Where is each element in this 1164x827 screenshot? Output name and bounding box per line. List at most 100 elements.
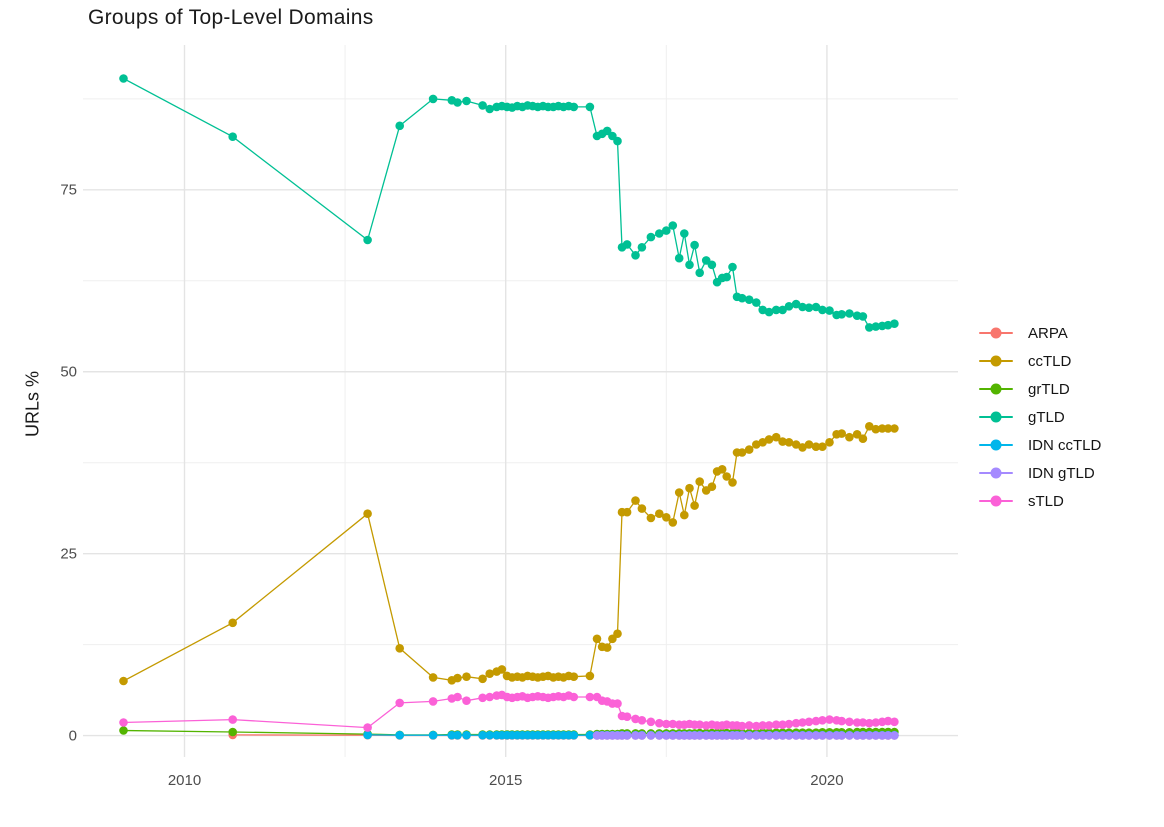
- data-point: [655, 731, 664, 740]
- data-point: [602, 643, 612, 652]
- data-point: [228, 618, 237, 628]
- data-point: [791, 299, 801, 309]
- data-point: [478, 674, 487, 684]
- data-point: [485, 692, 495, 702]
- data-point: [744, 721, 754, 730]
- data-point: [804, 303, 814, 313]
- data-point: [453, 673, 462, 683]
- data-point: [784, 438, 794, 447]
- data-point: [811, 302, 821, 312]
- data-point: [845, 731, 854, 740]
- data-point: [462, 96, 471, 106]
- data-point: [363, 730, 372, 740]
- legend-label: grTLD: [1028, 380, 1070, 398]
- data-point: [668, 719, 678, 729]
- data-point: [771, 720, 781, 729]
- data-point: [585, 102, 595, 112]
- data-point: [752, 731, 761, 740]
- data-point: [662, 731, 671, 740]
- chart-title: Groups of Top-Level Domains: [88, 6, 374, 29]
- data-point: [737, 448, 747, 457]
- data-point: [778, 720, 787, 729]
- data-point: [395, 121, 405, 131]
- legend-key-icon: [978, 382, 1014, 396]
- data-point: [858, 312, 868, 321]
- data-point: [695, 731, 704, 740]
- series-cctld: [119, 422, 899, 686]
- data-point: [858, 731, 868, 740]
- data-point: [858, 718, 868, 727]
- data-point: [592, 634, 602, 644]
- data-point: [707, 260, 717, 270]
- data-point: [865, 422, 874, 431]
- data-point: [845, 309, 854, 318]
- data-point: [825, 438, 834, 447]
- x-tick-label: 2015: [489, 772, 523, 789]
- data-point: [637, 243, 647, 252]
- data-point: [804, 717, 814, 727]
- data-point: [811, 442, 821, 452]
- data-point: [395, 644, 405, 653]
- data-point: [837, 310, 846, 319]
- legend-item-idn-cctld: IDN ccTLD: [978, 435, 1101, 455]
- data-point: [485, 104, 495, 114]
- data-point: [890, 424, 899, 433]
- data-point: [428, 94, 438, 104]
- legend-label: gTLD: [1028, 408, 1065, 426]
- legend-key-icon: [978, 354, 1014, 368]
- data-point: [674, 488, 684, 497]
- data-point: [695, 268, 704, 278]
- data-point: [685, 483, 694, 493]
- data-point: [744, 731, 754, 740]
- data-point: [784, 719, 794, 729]
- x-tick-label: 2010: [167, 772, 202, 789]
- data-point: [818, 442, 827, 452]
- data-point: [497, 665, 507, 674]
- data-point: [883, 731, 893, 740]
- legend-dot: [990, 355, 1002, 367]
- legend-item-gtld: gTLD: [978, 407, 1101, 427]
- y-tick-label: 0: [68, 727, 77, 745]
- legend-dot: [990, 411, 1002, 423]
- data-point: [722, 272, 731, 282]
- data-point: [462, 696, 471, 705]
- data-point: [778, 305, 787, 315]
- data-point: [613, 699, 622, 708]
- data-point: [695, 720, 704, 729]
- data-point: [764, 721, 774, 730]
- data-point: [764, 307, 774, 317]
- data-point: [837, 716, 846, 726]
- data-point: [804, 731, 814, 740]
- legend-item-stld: sTLD: [978, 491, 1101, 511]
- data-point: [890, 717, 899, 727]
- data-point: [485, 730, 495, 740]
- series-gtld: [119, 74, 899, 332]
- legend-key-icon: [978, 494, 1014, 508]
- series-line: [123, 77, 895, 329]
- data-point: [646, 232, 656, 242]
- data-point: [752, 721, 761, 731]
- data-point: [462, 730, 471, 740]
- data-point: [798, 443, 807, 452]
- data-point: [784, 302, 794, 311]
- legend-item-cctld: ccTLD: [978, 351, 1101, 371]
- data-point: [637, 504, 647, 513]
- data-point: [837, 731, 846, 740]
- x-tick-label: 2020: [810, 772, 844, 789]
- data-point: [569, 730, 579, 740]
- data-point: [825, 731, 834, 740]
- data-point: [622, 507, 632, 517]
- data-point: [758, 731, 767, 740]
- data-point: [622, 240, 632, 249]
- data-point: [752, 298, 761, 307]
- data-point: [646, 513, 656, 523]
- data-point: [845, 432, 854, 442]
- legend-dot: [990, 439, 1002, 451]
- data-point: [778, 437, 787, 446]
- data-point: [690, 240, 699, 250]
- data-point: [771, 305, 781, 315]
- data-point: [825, 306, 834, 315]
- data-point: [631, 714, 640, 724]
- data-point: [428, 697, 438, 706]
- data-point: [646, 717, 656, 727]
